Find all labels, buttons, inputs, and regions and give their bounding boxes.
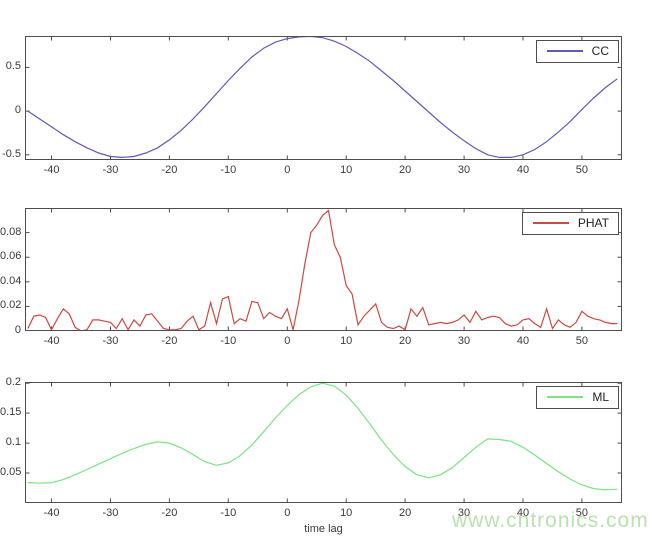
legend-label-phat: PHAT (577, 216, 609, 230)
subplot-phat: PHAT (25, 208, 622, 331)
legend-line-2 (547, 396, 584, 398)
y-tick-label: 0.05 (0, 466, 22, 479)
x-tick-label: 10 (340, 164, 353, 176)
x-tick-label: -20 (161, 335, 178, 347)
legend-cc[interactable]: CC (535, 40, 619, 63)
x-tick-label: -10 (220, 507, 237, 519)
x-tick-label: -10 (220, 164, 237, 176)
x-tick-label: -10 (220, 335, 237, 347)
y-tick-label: 0.04 (0, 274, 22, 287)
x-tick-label: -30 (102, 164, 119, 176)
y-tick-label: 0.2 (5, 376, 21, 389)
x-tick-label: 10 (340, 507, 353, 519)
y-tick-label: 0.02 (0, 299, 22, 312)
legend-line-0 (546, 50, 583, 52)
x-tick-label: 0 (284, 507, 291, 519)
x-tick-label: 50 (575, 507, 589, 519)
x-tick-label: 50 (575, 164, 589, 176)
legend-line-1 (532, 222, 569, 224)
cc-curve-canvas (25, 36, 622, 160)
legend-ml[interactable]: ML (536, 386, 619, 409)
x-tick-label: 50 (575, 335, 589, 347)
x-tick-label: 30 (457, 507, 471, 519)
y-tick-label: 0.1 (5, 436, 21, 449)
y-tick-label: -0.5 (2, 147, 21, 160)
x-tick-label: -40 (43, 164, 60, 176)
x-tick-label: -20 (161, 164, 178, 176)
x-tick-label: 0 (284, 335, 291, 347)
x-tick-label: -40 (43, 335, 60, 347)
watermark-text: www.cntronics.com (452, 509, 649, 532)
x-tick-label: 10 (340, 335, 353, 347)
legend-label-cc: CC (591, 44, 609, 58)
y-tick-label: 0 (14, 104, 21, 117)
x-axis-label: time lag (304, 523, 343, 535)
x-tick-label: -20 (161, 507, 178, 519)
x-tick-label: 20 (398, 164, 412, 176)
legend-phat[interactable]: PHAT (521, 212, 619, 235)
ml-curve-canvas (25, 382, 622, 503)
x-tick-label: 40 (516, 507, 530, 519)
y-tick-label: 0.15 (0, 406, 22, 419)
y-tick-label: 0.06 (0, 250, 22, 263)
y-tick-label: 0.5 (5, 60, 21, 73)
y-tick-label: 0.08 (0, 225, 22, 238)
x-tick-label: -40 (43, 507, 60, 519)
legend-label-ml: ML (592, 390, 609, 404)
x-tick-label: 20 (398, 335, 412, 347)
phat-curve-canvas (25, 208, 622, 331)
subplot-cc: CC (25, 36, 622, 160)
x-tick-label: 40 (516, 164, 530, 176)
subplot-ml: ML (25, 382, 622, 503)
x-tick-label: 0 (284, 164, 291, 176)
x-tick-label: 40 (516, 335, 530, 347)
y-tick-label: 0 (14, 324, 21, 336)
x-tick-label: -30 (102, 507, 119, 519)
x-tick-label: 20 (398, 507, 412, 519)
x-tick-label: 30 (457, 335, 471, 347)
x-tick-label: 30 (457, 164, 471, 176)
x-tick-label: -30 (102, 335, 119, 347)
